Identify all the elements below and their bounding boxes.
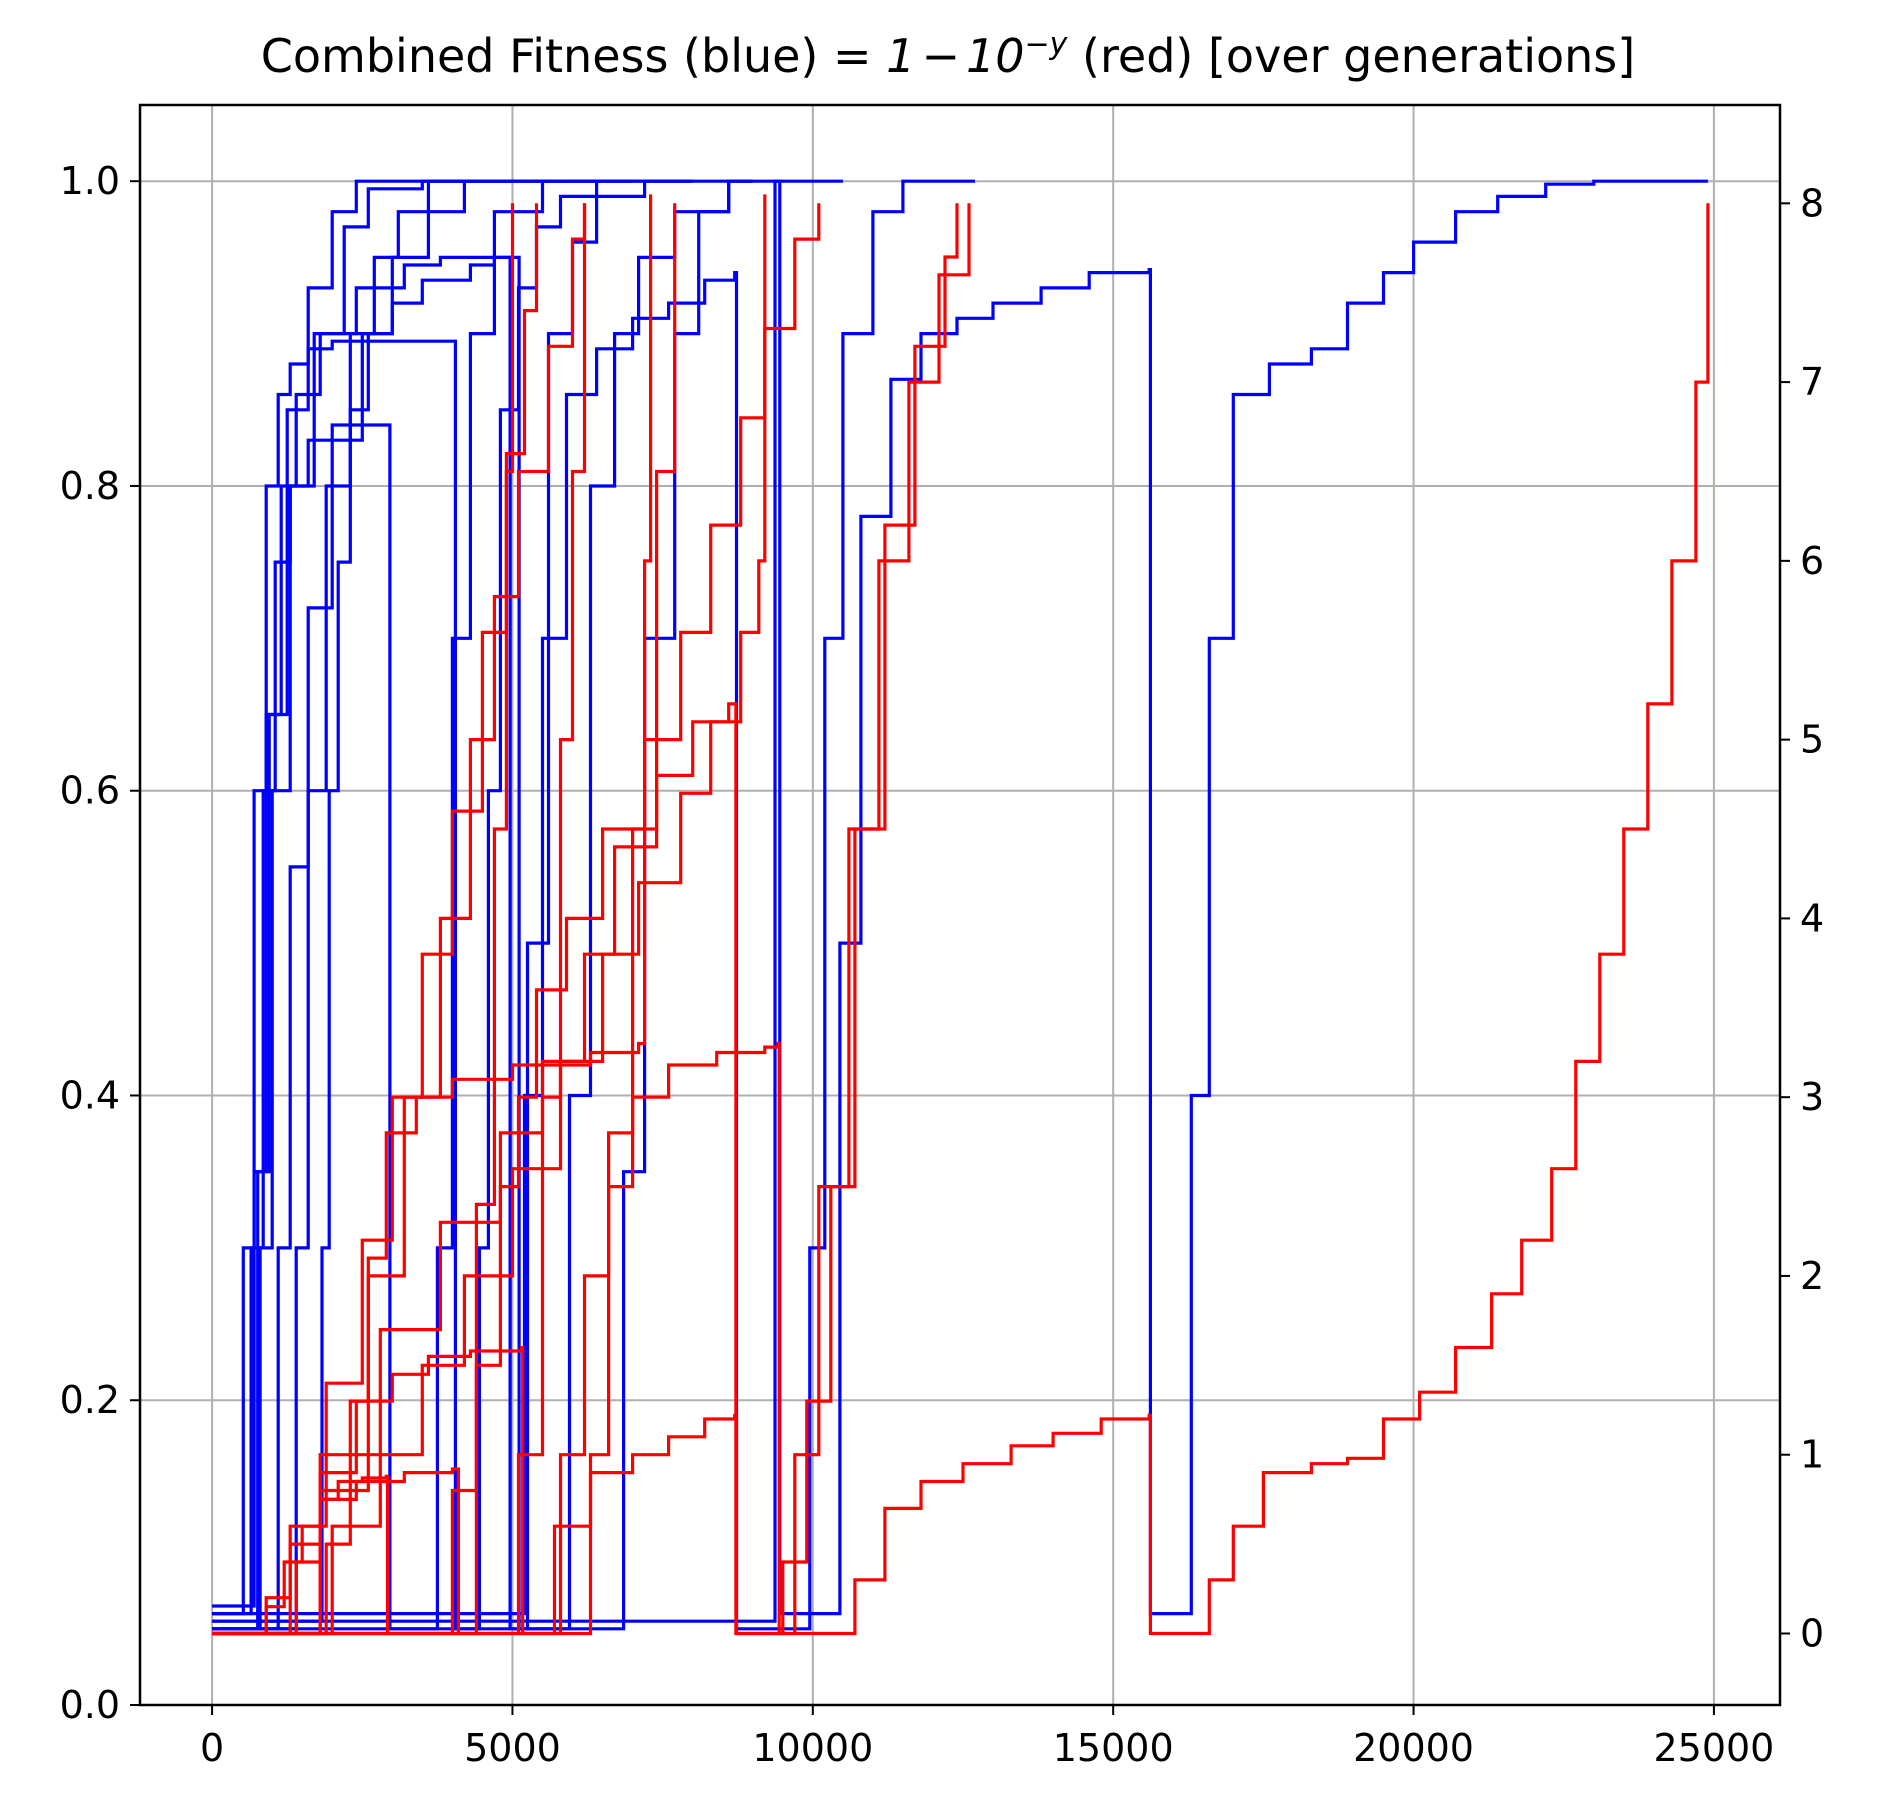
red-series-line: [212, 203, 539, 1636]
title-math-exponent: −y: [1025, 27, 1069, 62]
y2-tick-label: 4: [1800, 896, 1824, 940]
y-tick-label: 0.2: [60, 1378, 120, 1422]
x-tick-label: 0: [200, 1726, 224, 1770]
y-tick-label: 0.0: [60, 1683, 120, 1727]
y2-tick-label: 0: [1800, 1611, 1824, 1655]
y2-tick-label: 1: [1800, 1433, 1824, 1477]
y-tick-label: 0.6: [60, 769, 120, 813]
title-math-ten: 10: [966, 29, 1025, 83]
y2-tick-label: 6: [1800, 539, 1824, 583]
x-tick-label: 25000: [1653, 1726, 1774, 1770]
chart-title: Combined Fitness (blue) = 1−10−y (red) […: [261, 27, 1635, 83]
red-series-line: [212, 203, 821, 1636]
y2-tick-label: 7: [1800, 360, 1824, 404]
blue-series-line: [212, 179, 1708, 1623]
y-tick-label: 0.8: [60, 464, 120, 508]
title-math-minus: −: [921, 29, 960, 83]
y2-tick-label: 8: [1800, 181, 1824, 225]
blue-series-line: [212, 179, 693, 1631]
blue-series-line: [212, 179, 603, 1631]
plot-area-frame: [138, 103, 1782, 1707]
x-tick-label: 10000: [752, 1726, 873, 1770]
red-series-line: [212, 194, 767, 1636]
blue-series-line: [212, 179, 513, 1631]
x-tick-label: 20000: [1353, 1726, 1474, 1770]
red-series-line: [212, 203, 1710, 1636]
title-math-one: 1: [886, 29, 915, 83]
blue-series-line: [212, 179, 753, 1631]
red-series-line: [212, 203, 959, 1636]
x-axis: 0 5000 10000 15000 20000 25000: [200, 1705, 1774, 1770]
y2-tick-label: 5: [1800, 718, 1824, 762]
x-tick-label: 15000: [1053, 1726, 1174, 1770]
title-suffix: (red) [over generations]: [1067, 29, 1635, 83]
blue-series-line: [212, 179, 633, 1631]
x-tick-label: 5000: [464, 1726, 561, 1770]
series-layer: [212, 179, 1710, 1636]
blue-series-line: [212, 179, 753, 1631]
y-axis-left: 0.0 0.2 0.4 0.6 0.8 1.0: [60, 159, 140, 1727]
blue-series-line: [212, 179, 573, 1631]
y2-tick-label: 2: [1800, 1254, 1824, 1298]
y-tick-label: 1.0: [60, 159, 120, 203]
red-series-line: [212, 203, 587, 1636]
y-tick-label: 0.4: [60, 1073, 120, 1117]
y2-tick-label: 3: [1800, 1075, 1824, 1119]
y-axis-right: 0 1 2 3 4 5 6 7 8: [1780, 181, 1824, 1655]
blue-series-line: [212, 179, 975, 1631]
title-prefix: Combined Fitness (blue) =: [261, 29, 886, 83]
